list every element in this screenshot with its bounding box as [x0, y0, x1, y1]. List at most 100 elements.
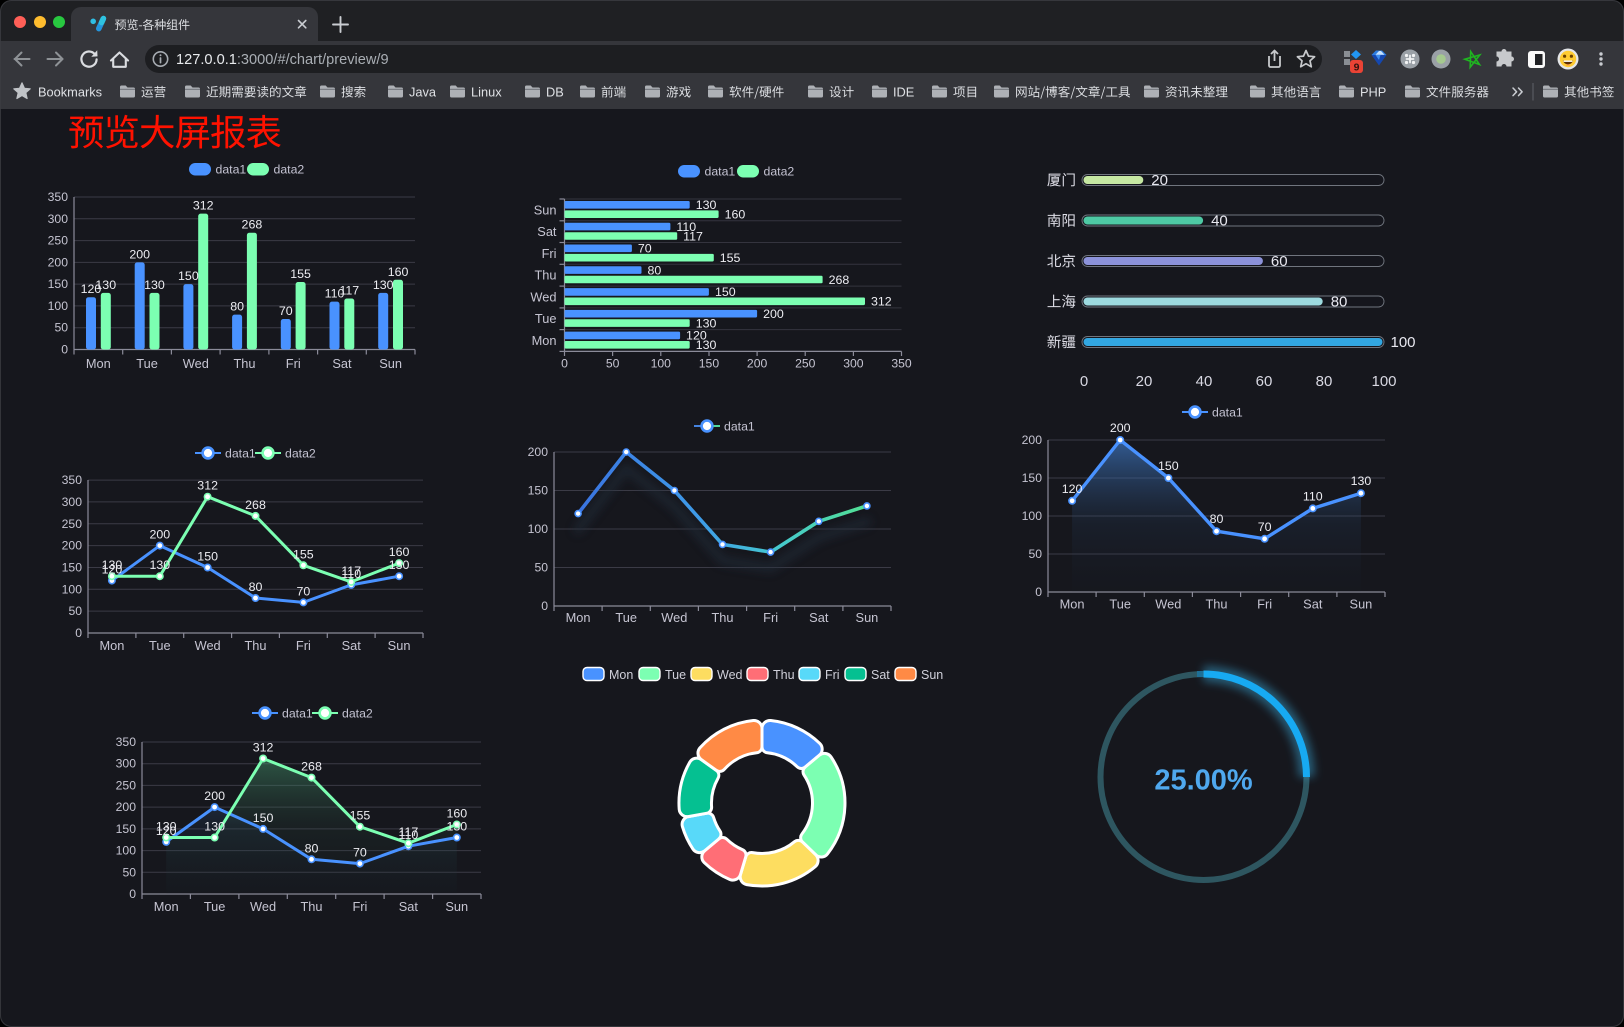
svg-text:200: 200: [1022, 433, 1043, 447]
svg-text:70: 70: [638, 242, 652, 256]
svg-text:155: 155: [290, 267, 311, 281]
svg-text:data1: data1: [724, 420, 755, 434]
svg-text:Tue: Tue: [535, 311, 557, 326]
svg-text:150: 150: [48, 277, 69, 291]
svg-text:Wed: Wed: [250, 899, 276, 914]
svg-text:160: 160: [389, 545, 410, 559]
svg-text:70: 70: [1258, 520, 1272, 534]
svg-text:Sat: Sat: [399, 899, 419, 914]
svg-text:110: 110: [676, 220, 696, 234]
svg-text:PHP: PHP: [1360, 85, 1386, 100]
svg-text:312: 312: [197, 479, 218, 493]
svg-text:150: 150: [1022, 471, 1043, 485]
svg-text:0: 0: [541, 599, 548, 613]
svg-text:250: 250: [795, 357, 816, 371]
svg-text:Wed: Wed: [717, 668, 743, 682]
svg-text:117: 117: [341, 564, 361, 578]
svg-text:Sun: Sun: [445, 899, 468, 914]
svg-text:Mon: Mon: [1060, 597, 1085, 612]
svg-text:100: 100: [116, 844, 137, 858]
svg-text:20: 20: [1151, 172, 1168, 189]
svg-text:268: 268: [301, 760, 322, 774]
svg-text:130: 130: [446, 820, 467, 834]
svg-text:120: 120: [102, 563, 123, 577]
svg-text:Tue: Tue: [204, 899, 226, 914]
svg-text:Sun: Sun: [379, 356, 402, 371]
svg-text:Wed: Wed: [195, 638, 221, 653]
svg-text:155: 155: [720, 251, 741, 265]
svg-text:data1: data1: [216, 163, 247, 177]
svg-text:Sun: Sun: [388, 638, 411, 653]
svg-text:130: 130: [373, 278, 394, 292]
svg-text:160: 160: [388, 265, 409, 279]
svg-text:data1: data1: [282, 707, 313, 721]
svg-text:Tue: Tue: [615, 610, 637, 625]
svg-text:200: 200: [204, 789, 225, 803]
svg-text:Thu: Thu: [244, 638, 266, 653]
svg-text:60: 60: [1271, 253, 1288, 270]
svg-text:40: 40: [1211, 213, 1228, 230]
svg-text:100: 100: [1022, 509, 1043, 523]
svg-text:Fri: Fri: [825, 668, 840, 682]
svg-text:110: 110: [341, 567, 361, 581]
svg-text:268: 268: [242, 218, 263, 232]
svg-text:150: 150: [528, 484, 549, 498]
svg-text:Bookmarks: Bookmarks: [38, 85, 102, 100]
svg-text:120: 120: [156, 824, 177, 838]
svg-text:Thu: Thu: [711, 610, 733, 625]
svg-text:data2: data2: [764, 165, 795, 179]
svg-text:350: 350: [48, 190, 69, 204]
svg-text:data1: data1: [225, 447, 256, 461]
svg-text:0: 0: [561, 357, 568, 371]
svg-text:300: 300: [843, 357, 864, 371]
svg-text:127.0.0.1:3000/#/chart/preview: 127.0.0.1:3000/#/chart/preview/9: [176, 52, 389, 68]
svg-text:50: 50: [534, 561, 548, 575]
svg-text:100: 100: [651, 357, 672, 371]
svg-text:250: 250: [62, 517, 83, 531]
svg-text:150: 150: [253, 811, 274, 825]
svg-text:Sat: Sat: [1303, 597, 1323, 612]
svg-text:110: 110: [398, 828, 418, 842]
svg-text:Mon: Mon: [86, 356, 111, 371]
svg-text:268: 268: [829, 273, 850, 287]
svg-text:data1: data1: [1212, 406, 1243, 420]
svg-text:200: 200: [62, 539, 83, 553]
svg-text:0: 0: [129, 887, 136, 901]
svg-text:268: 268: [245, 498, 266, 512]
svg-text:data2: data2: [342, 707, 373, 721]
svg-text:100: 100: [1391, 334, 1416, 351]
svg-text:80: 80: [1316, 373, 1333, 390]
svg-text:data1: data1: [705, 165, 736, 179]
svg-text:Fri: Fri: [286, 356, 301, 371]
svg-text:200: 200: [149, 528, 170, 542]
svg-text:60: 60: [1256, 373, 1273, 390]
svg-text:50: 50: [1028, 547, 1042, 561]
svg-text:160: 160: [446, 807, 467, 821]
svg-text:110: 110: [1303, 489, 1323, 503]
svg-text:data2: data2: [274, 163, 305, 177]
svg-text:9: 9: [1354, 61, 1360, 73]
svg-text:Thu: Thu: [534, 268, 556, 283]
svg-text:Tue: Tue: [665, 668, 686, 682]
svg-text:200: 200: [763, 307, 784, 321]
svg-text:130: 130: [696, 338, 717, 352]
svg-text:312: 312: [871, 295, 892, 309]
svg-text:350: 350: [62, 473, 83, 487]
svg-text:50: 50: [606, 357, 620, 371]
svg-text:Thu: Thu: [1205, 597, 1227, 612]
svg-text:80: 80: [230, 300, 244, 314]
svg-text:200: 200: [129, 247, 150, 261]
svg-text:150: 150: [178, 269, 199, 283]
svg-text:130: 130: [1351, 474, 1372, 488]
svg-text:110: 110: [325, 287, 345, 301]
svg-text:300: 300: [48, 212, 69, 226]
svg-text:70: 70: [296, 584, 310, 598]
svg-text:200: 200: [48, 255, 69, 269]
svg-text:200: 200: [116, 800, 137, 814]
svg-text:130: 130: [389, 558, 410, 572]
svg-text:Sat: Sat: [809, 610, 829, 625]
svg-text:200: 200: [747, 357, 768, 371]
svg-text:130: 130: [144, 278, 165, 292]
svg-text:130: 130: [149, 558, 170, 572]
svg-text:Wed: Wed: [183, 356, 209, 371]
